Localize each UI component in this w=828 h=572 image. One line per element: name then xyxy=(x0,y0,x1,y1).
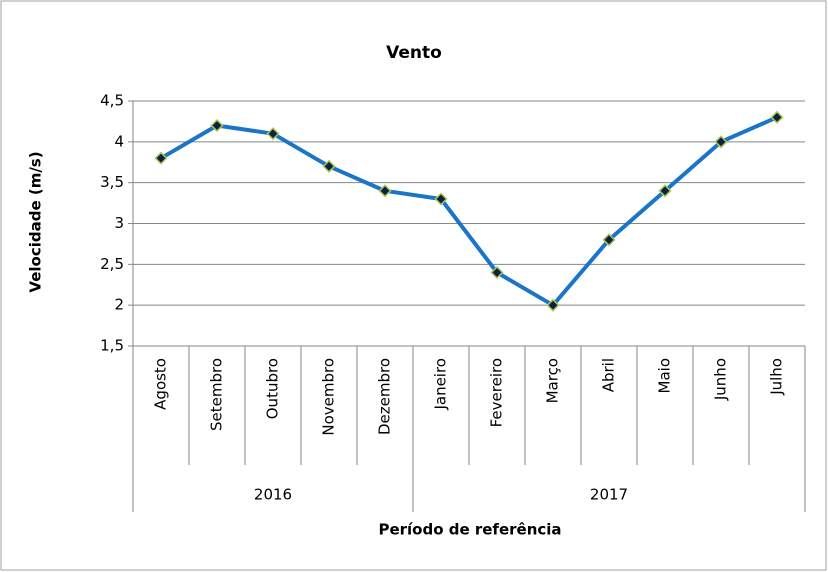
line-series xyxy=(159,115,778,308)
y-tick-label: 3 xyxy=(114,214,124,232)
x-tick-label: Julho xyxy=(768,358,786,396)
group-label: 2016 xyxy=(254,486,292,504)
x-tick-label: Abril xyxy=(600,358,618,392)
marker xyxy=(322,159,336,173)
x-tick-label: Janeiro xyxy=(432,358,450,411)
x-tick-label: Dezembro xyxy=(376,358,394,435)
y-tick-label: 2,5 xyxy=(100,255,124,273)
x-tick-label: Maio xyxy=(656,358,674,393)
y-axis-title: Velocidade (m/s) xyxy=(27,151,45,292)
marker xyxy=(546,298,560,312)
marker xyxy=(210,118,224,133)
x-axis-title: Período de referência xyxy=(378,521,561,539)
marker xyxy=(714,135,728,149)
marker xyxy=(266,127,280,141)
marker xyxy=(602,233,616,247)
marker xyxy=(490,265,504,280)
y-tick-label: 3,5 xyxy=(100,173,124,191)
marker xyxy=(154,151,168,165)
marker xyxy=(770,110,784,124)
y-tick-label: 2 xyxy=(114,296,124,314)
marker xyxy=(378,184,392,198)
x-tick-label: Junho xyxy=(712,358,730,401)
y-tick-label: 4,5 xyxy=(100,92,124,110)
x-tick-label: Outubro xyxy=(264,358,282,419)
marker xyxy=(658,184,672,198)
y-tick-label: 4 xyxy=(114,132,124,150)
x-tick-label: Novembro xyxy=(320,358,338,436)
x-tick-label: Setembro xyxy=(208,358,226,431)
x-tick-label: Março xyxy=(544,358,562,403)
marker xyxy=(434,192,448,206)
y-tick-label: 1,5 xyxy=(100,337,124,355)
chart-title: Vento xyxy=(386,43,442,63)
group-label: 2017 xyxy=(590,486,628,504)
x-tick-label: Agosto xyxy=(152,358,170,410)
x-tick-label: Fevereiro xyxy=(488,358,506,427)
